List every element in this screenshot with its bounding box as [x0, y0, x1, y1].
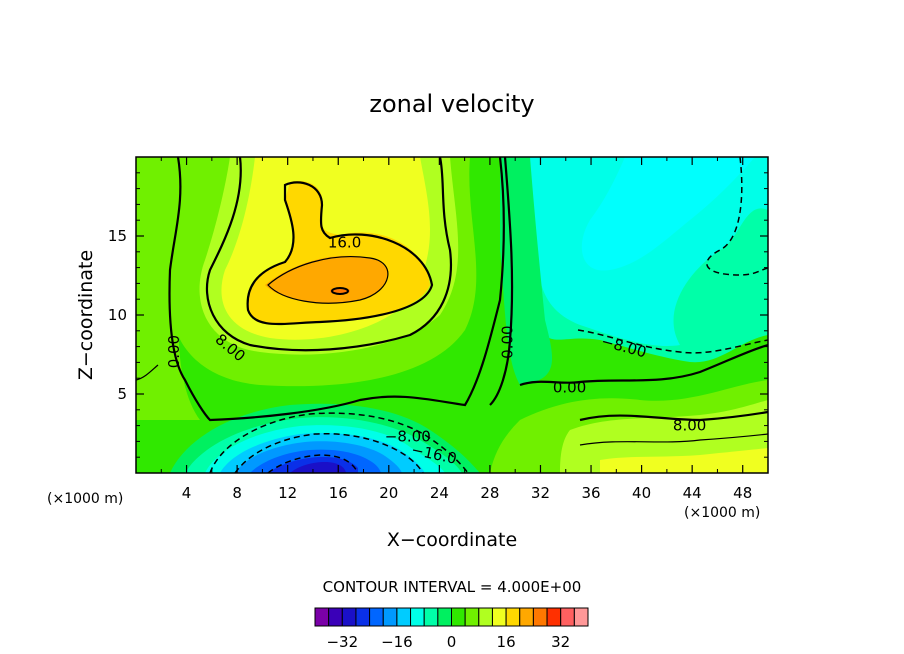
y-tick-label: 15: [108, 227, 127, 245]
colorbar-swatch: [314, 607, 330, 627]
colorbar: [314, 607, 589, 627]
x-tick-label: 36: [581, 484, 600, 502]
contour-label: −8.00: [385, 428, 431, 446]
chart-title: zonal velocity: [369, 90, 534, 118]
y-unit-label: (×1000 m): [47, 491, 123, 507]
y-tick-label: 5: [117, 385, 127, 403]
colorbar-swatch: [437, 607, 453, 627]
colorbar-tick-label: −32: [326, 633, 358, 651]
x-tick-label: 20: [379, 484, 398, 502]
contour-label: 0.00: [499, 325, 517, 358]
x-unit-label: (×1000 m): [684, 505, 760, 521]
contour-label: 16.0: [328, 233, 361, 251]
x-tick-label: 44: [683, 484, 702, 502]
contour-label: 0.00: [553, 379, 586, 397]
x-tick-label: 8: [232, 484, 242, 502]
colorbar-swatch: [451, 607, 466, 627]
colorbar-swatch: [532, 607, 548, 627]
contour-interval-label: CONTOUR INTERVAL = 4.000E+00: [323, 578, 582, 596]
colorbar-swatch: [546, 607, 562, 627]
x-tick-label: 24: [430, 484, 449, 502]
contour-label: 0.00: [165, 335, 183, 368]
colorbar-tick-label: −16: [381, 633, 413, 651]
y-axis-label: Z−coordinate: [75, 250, 97, 380]
x-tick-label: 32: [531, 484, 550, 502]
colorbar-swatch: [505, 607, 521, 627]
colorbar-swatch: [519, 607, 534, 627]
colorbar-tick-labels: −32 −16 0 16 32: [326, 633, 570, 651]
x-tick-label: 16: [329, 484, 348, 502]
colorbar-tick-label: 0: [447, 633, 457, 651]
y-tick-label: 10: [108, 306, 127, 324]
colorbar-swatch: [491, 607, 507, 627]
colorbar-swatch: [573, 607, 589, 627]
x-tick-label: 12: [278, 484, 297, 502]
colorbar-swatch: [369, 607, 384, 627]
x-tick-label: 4: [182, 484, 192, 502]
contour-lines: [136, 157, 768, 473]
colorbar-swatch: [410, 607, 425, 627]
x-tick-label: 40: [632, 484, 651, 502]
contour-label: 8.00: [673, 417, 706, 435]
colorbar-swatch: [355, 607, 371, 627]
colorbar-swatch: [382, 607, 398, 627]
x-tick-label: 48: [733, 484, 752, 502]
colorbar-tick-label: 32: [551, 633, 570, 651]
colorbar-swatch: [464, 607, 480, 627]
colorbar-swatch: [341, 607, 357, 627]
colorbar-swatch: [560, 607, 575, 627]
x-axis: 4 8 12 16 20 24 28 32 36 40 44 48: [160, 157, 752, 502]
y-axis: 5 10 15: [108, 172, 768, 458]
x-tick-label: 28: [480, 484, 499, 502]
colorbar-swatch: [478, 607, 493, 627]
colorbar-swatch: [328, 607, 343, 627]
colorbar-tick-label: 16: [497, 633, 516, 651]
x-axis-label: X−coordinate: [387, 529, 517, 551]
colorbar-swatch: [396, 607, 412, 627]
colorbar-swatch: [423, 607, 439, 627]
